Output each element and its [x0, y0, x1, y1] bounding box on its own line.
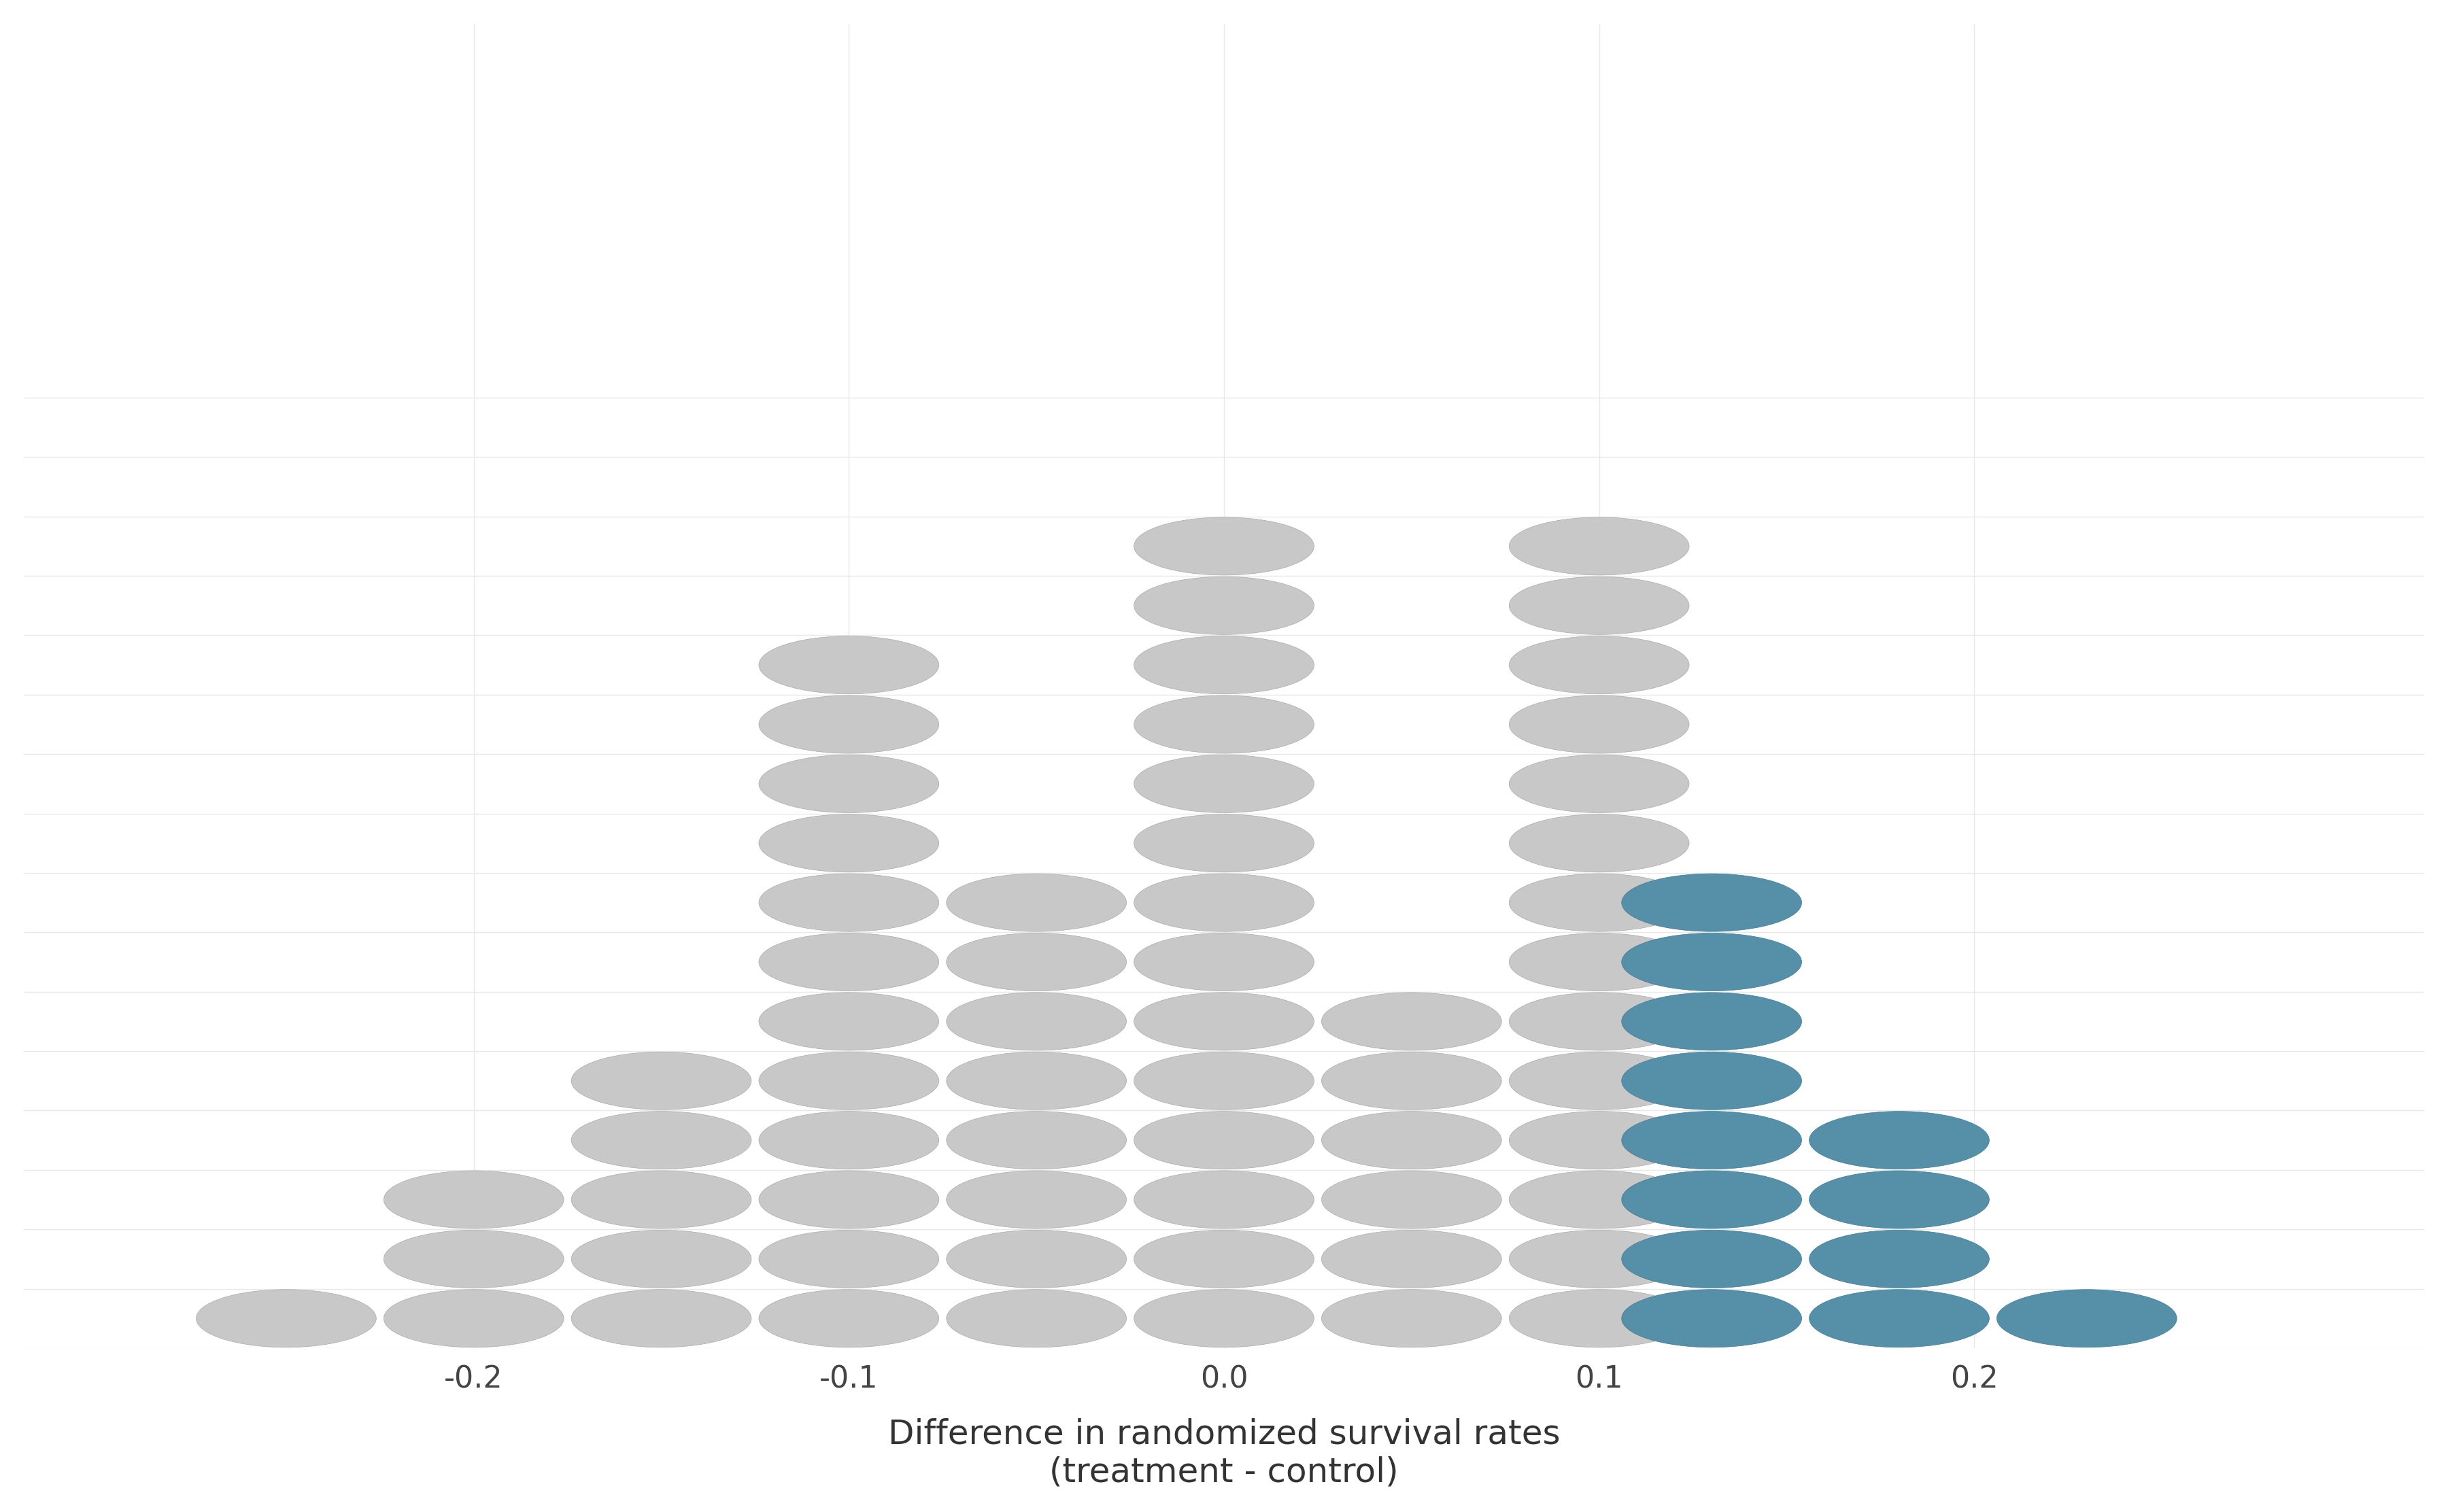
Ellipse shape — [759, 1111, 940, 1169]
Ellipse shape — [384, 1290, 563, 1347]
Ellipse shape — [1621, 1052, 1802, 1110]
Ellipse shape — [1133, 874, 1315, 931]
Ellipse shape — [570, 1052, 752, 1110]
Ellipse shape — [1621, 1231, 1802, 1288]
Ellipse shape — [1508, 1170, 1689, 1229]
Ellipse shape — [1133, 576, 1315, 635]
Ellipse shape — [570, 1111, 752, 1169]
Ellipse shape — [759, 992, 940, 1051]
Ellipse shape — [1322, 1290, 1501, 1347]
Ellipse shape — [1133, 933, 1315, 990]
Ellipse shape — [1508, 1290, 1689, 1347]
Ellipse shape — [759, 815, 940, 872]
Ellipse shape — [1322, 1231, 1501, 1288]
Ellipse shape — [1508, 1052, 1689, 1110]
Ellipse shape — [1322, 1052, 1501, 1110]
Ellipse shape — [947, 1170, 1126, 1229]
Ellipse shape — [1133, 992, 1315, 1051]
Ellipse shape — [1621, 1111, 1802, 1169]
Ellipse shape — [1133, 1052, 1315, 1110]
Ellipse shape — [1809, 1111, 1990, 1169]
Ellipse shape — [759, 754, 940, 812]
Ellipse shape — [1133, 1170, 1315, 1229]
Ellipse shape — [570, 1231, 752, 1288]
Ellipse shape — [1322, 1170, 1501, 1229]
Ellipse shape — [1508, 696, 1689, 753]
Ellipse shape — [1621, 1170, 1802, 1229]
Ellipse shape — [759, 1290, 940, 1347]
Ellipse shape — [759, 637, 940, 694]
Ellipse shape — [1621, 933, 1802, 990]
Ellipse shape — [1621, 992, 1802, 1051]
Ellipse shape — [1133, 754, 1315, 812]
Ellipse shape — [384, 1231, 563, 1288]
Ellipse shape — [1508, 637, 1689, 694]
Ellipse shape — [759, 1052, 940, 1110]
Ellipse shape — [1508, 754, 1689, 812]
Ellipse shape — [947, 933, 1126, 990]
Ellipse shape — [1998, 1290, 2176, 1347]
Ellipse shape — [1508, 517, 1689, 575]
Ellipse shape — [1621, 874, 1802, 931]
Ellipse shape — [1322, 992, 1501, 1051]
Ellipse shape — [1508, 1231, 1689, 1288]
Ellipse shape — [570, 1170, 752, 1229]
Ellipse shape — [1133, 637, 1315, 694]
Ellipse shape — [1508, 1111, 1689, 1169]
Ellipse shape — [947, 1231, 1126, 1288]
Ellipse shape — [196, 1290, 377, 1347]
X-axis label: Difference in randomized survival rates
(treatment - control): Difference in randomized survival rates … — [889, 1418, 1559, 1488]
Ellipse shape — [947, 1290, 1126, 1347]
Ellipse shape — [759, 874, 940, 931]
Ellipse shape — [1508, 933, 1689, 990]
Ellipse shape — [570, 1290, 752, 1347]
Ellipse shape — [384, 1170, 563, 1229]
Ellipse shape — [1809, 1170, 1990, 1229]
Ellipse shape — [1133, 815, 1315, 872]
Ellipse shape — [759, 1170, 940, 1229]
Ellipse shape — [1508, 992, 1689, 1051]
Ellipse shape — [1133, 1111, 1315, 1169]
Ellipse shape — [1809, 1290, 1990, 1347]
Ellipse shape — [1508, 815, 1689, 872]
Ellipse shape — [1508, 576, 1689, 635]
Ellipse shape — [1133, 696, 1315, 753]
Ellipse shape — [1809, 1231, 1990, 1288]
Ellipse shape — [759, 1231, 940, 1288]
Ellipse shape — [759, 933, 940, 990]
Ellipse shape — [759, 696, 940, 753]
Ellipse shape — [947, 1052, 1126, 1110]
Ellipse shape — [1133, 1231, 1315, 1288]
Ellipse shape — [1133, 1290, 1315, 1347]
Ellipse shape — [947, 992, 1126, 1051]
Ellipse shape — [1322, 1111, 1501, 1169]
Ellipse shape — [947, 874, 1126, 931]
Ellipse shape — [1133, 517, 1315, 575]
Ellipse shape — [1621, 1290, 1802, 1347]
Ellipse shape — [1508, 874, 1689, 931]
Ellipse shape — [947, 1111, 1126, 1169]
